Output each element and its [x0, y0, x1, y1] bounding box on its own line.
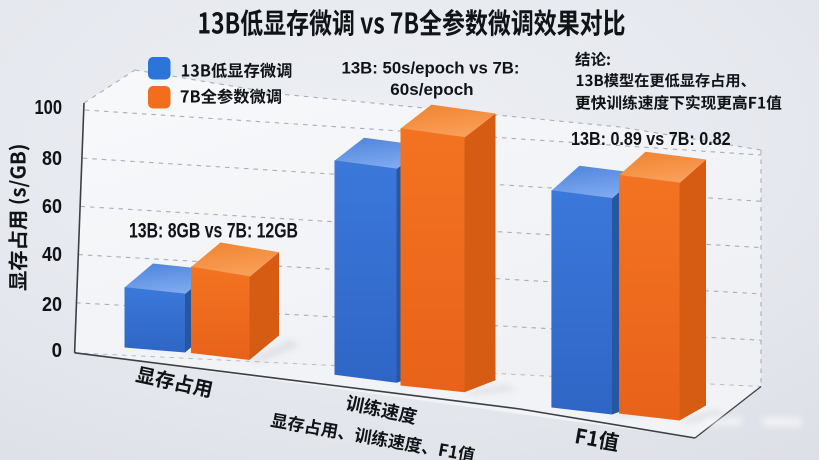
svg-text:100: 100: [35, 97, 63, 119]
svg-text:60s/epoch: 60s/epoch: [390, 80, 473, 99]
svg-text:13B: 8GB vs 7B: 12GB: 13B: 8GB vs 7B: 12GB: [129, 220, 298, 243]
svg-text:80: 80: [42, 148, 62, 170]
svg-text:20: 20: [42, 294, 62, 316]
svg-text:13B: 0.89 vs 7B: 0.82: 13B: 0.89 vs 7B: 0.82: [571, 129, 731, 149]
svg-text:60: 60: [42, 196, 62, 218]
svg-text:0: 0: [52, 340, 62, 362]
svg-text:13B: 50s/epoch vs 7B:: 13B: 50s/epoch vs 7B:: [342, 59, 520, 78]
svg-text:40: 40: [42, 244, 62, 266]
